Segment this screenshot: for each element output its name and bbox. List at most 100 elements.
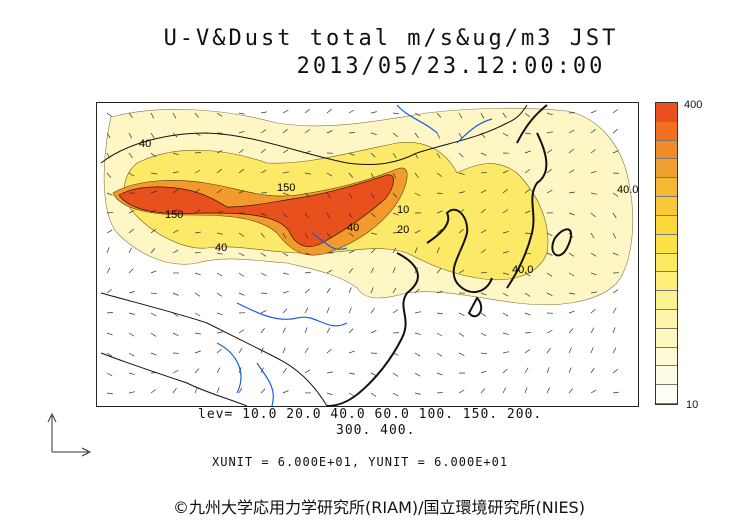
contour-label-40: 40.0 <box>512 264 533 276</box>
wind-arrow <box>348 392 355 397</box>
wind-arrow <box>370 152 376 158</box>
wind-arrow <box>436 112 442 118</box>
contour-levels-line1: lev= 10.0 20.0 40.0 60.0 100. 150. 200. <box>198 407 543 422</box>
wind-arrow <box>128 352 135 357</box>
wind-arrow <box>590 367 595 374</box>
wind-arrow <box>546 189 553 194</box>
wind-arrow <box>590 272 597 276</box>
wind-arrow <box>348 192 353 199</box>
wind-arrow <box>568 292 575 295</box>
wind-arrow <box>480 370 487 374</box>
colorbar-swatch <box>656 197 677 216</box>
colorbar-swatch <box>656 309 677 329</box>
wind-arrow <box>524 210 531 214</box>
wind-arrow <box>326 327 331 334</box>
wind-arrow <box>546 292 553 297</box>
wind-arrow <box>326 348 332 354</box>
wind-arrow <box>458 389 465 394</box>
wind-arrow <box>150 190 157 194</box>
wind-arrow <box>326 130 333 134</box>
wind-arrow <box>414 247 418 254</box>
wind-arrow <box>568 252 575 257</box>
wind-arrow <box>612 192 619 197</box>
wind-arrow <box>436 152 441 159</box>
wind-arrow <box>392 247 397 254</box>
wind-arrow <box>216 189 223 194</box>
wind-arrow <box>172 132 178 138</box>
wind-arrow <box>524 252 532 255</box>
wind-arrow <box>128 228 134 234</box>
wind-arrow <box>480 388 486 394</box>
wind-arrow <box>612 391 619 394</box>
wind-arrow <box>194 152 202 154</box>
wind-arrow <box>370 287 374 294</box>
wind-arrow <box>546 387 550 394</box>
wind-arrow <box>128 332 135 337</box>
wind-arrow <box>590 389 597 394</box>
wind-arrow <box>172 387 177 394</box>
wind-arrow <box>524 169 531 174</box>
wind-arrow <box>260 310 267 314</box>
wind-arrow <box>194 231 201 234</box>
wind-arrow <box>260 232 265 238</box>
wind-arrow <box>392 231 399 234</box>
wind-arrow <box>216 252 223 255</box>
wind-arrow <box>128 291 135 294</box>
wind-arrow <box>436 268 442 274</box>
wind-arrow <box>216 272 223 277</box>
wind-arrow <box>282 347 286 354</box>
wind-arrow <box>612 289 619 294</box>
wind-arrow <box>436 229 442 234</box>
wind-arrow <box>106 112 113 117</box>
wind-arrow <box>590 149 597 154</box>
wind-arrow <box>458 112 463 119</box>
wind-arrow <box>458 352 465 356</box>
wind-arrow <box>282 128 288 134</box>
wind-arrow <box>480 112 485 119</box>
wind-arrow <box>150 312 157 317</box>
wind-arrow <box>480 249 487 254</box>
wind-arrow <box>106 372 113 377</box>
wind-arrow <box>216 292 223 297</box>
wind-arrow <box>106 312 114 314</box>
wind-arrow <box>458 209 465 214</box>
wind-arrow <box>370 372 377 377</box>
wind-arrow <box>590 347 594 354</box>
wind-arrow <box>304 172 311 175</box>
wind-arrow <box>392 132 398 137</box>
wind-arrow <box>392 287 397 294</box>
wind-arrow <box>524 150 531 154</box>
wind-arrow <box>260 111 267 114</box>
wind-arrow <box>458 191 465 194</box>
wind-arrow <box>392 267 396 274</box>
contour-label-150: 150 <box>277 182 295 194</box>
coastlines <box>326 104 573 406</box>
wind-arrow <box>238 292 245 296</box>
wind-arrow <box>524 272 531 277</box>
wind-arrow <box>106 267 111 274</box>
wind-arrow <box>238 190 245 194</box>
wind-arrow <box>546 347 551 354</box>
wind-arrow <box>128 112 133 119</box>
wind-arrow <box>260 367 264 374</box>
wind-arrow <box>238 112 245 115</box>
wind-arrow <box>502 132 509 137</box>
wind-arrow <box>282 327 286 334</box>
wind-arrow <box>194 272 201 276</box>
wind-arrow <box>106 132 111 139</box>
wind-arrow <box>590 128 596 134</box>
wind-arrow <box>370 392 377 397</box>
wind-arrow <box>128 152 133 159</box>
wind-arrow <box>612 128 618 134</box>
colorbar-swatch <box>656 159 677 179</box>
wind-arrow <box>194 332 201 335</box>
wind-arrow <box>612 252 619 256</box>
wind-arrow <box>546 112 553 116</box>
wind-arrow <box>238 329 245 334</box>
wind-arrow <box>414 372 421 377</box>
wind-arrow <box>458 269 465 274</box>
wind-arrow <box>216 312 223 316</box>
wind-arrow <box>612 327 616 334</box>
wind-arrow <box>458 332 465 337</box>
wind-arrow <box>612 232 617 239</box>
